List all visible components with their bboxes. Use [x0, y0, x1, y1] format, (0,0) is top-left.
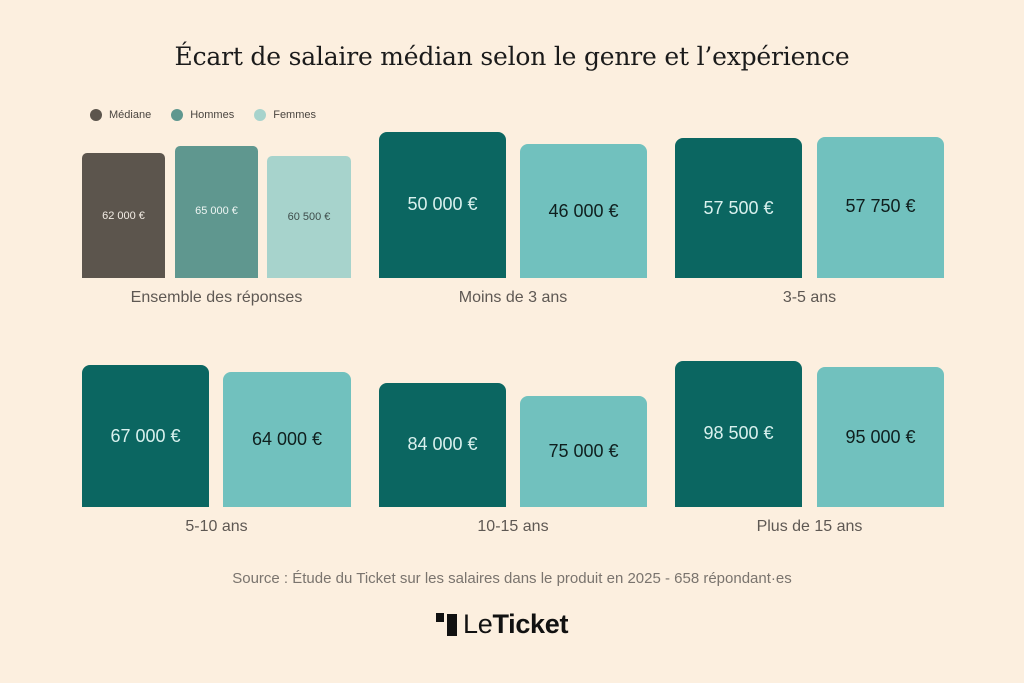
- panel-label-10-15: 10-15 ans: [477, 518, 549, 535]
- legend-label: Femmes: [273, 109, 316, 121]
- bar-moins3-femmes: 46 000 €: [520, 144, 647, 278]
- bar-3-5-femmes: 57 750 €: [817, 137, 944, 278]
- bar-5-10-femmes: 64 000 €: [223, 372, 351, 507]
- legend-item-mediane: Médiane: [90, 109, 151, 121]
- legend-dot-mediane-icon: [90, 109, 102, 121]
- legend-item-femmes: Femmes: [254, 109, 316, 121]
- bar-value: 95 000 €: [845, 426, 916, 447]
- panel-label-15plus: Plus de 15 ans: [756, 518, 863, 535]
- panel-label-ensemble: Ensemble des réponses: [130, 289, 303, 306]
- bar-value: 98 500 €: [703, 422, 774, 443]
- legend: Médiane Hommes Femmes: [90, 107, 316, 123]
- bar-value: 75 000 €: [548, 441, 619, 461]
- legend-dot-femmes-icon: [254, 109, 267, 121]
- source-note: Source : Étude du Ticket sur les salaire…: [232, 570, 792, 587]
- bar-10-15-femmes: 75 000 €: [520, 396, 647, 507]
- bar-value: 46 000 €: [548, 200, 619, 221]
- bar-value: 67 000 €: [110, 425, 181, 446]
- legend-dot-hommes-icon: [171, 109, 184, 121]
- bar-10-15-hommes: 84 000 €: [379, 383, 506, 507]
- panel-label-5-10: 5-10 ans: [185, 518, 248, 535]
- leticket-logo: LeTicket: [436, 609, 568, 640]
- panel-label-moins3: Moins de 3 ans: [458, 289, 568, 306]
- legend-label: Médiane: [109, 109, 152, 121]
- bar-value: 84 000 €: [407, 433, 478, 454]
- logo-text-bold: Ticket: [492, 609, 569, 639]
- bar-value: 57 750 €: [845, 196, 916, 216]
- bar-5-10-hommes: 67 000 €: [82, 365, 209, 507]
- bar-ensemble-femmes: 60 500 €: [267, 156, 351, 278]
- chart-title: Écart de salaire médian selon le genre e…: [174, 42, 850, 71]
- bar-15plus-hommes: 98 500 €: [675, 361, 802, 507]
- legend-item-hommes: Hommes: [171, 109, 234, 121]
- logo-text-light: Le: [463, 609, 493, 639]
- legend-label: Hommes: [190, 109, 235, 121]
- panel-label-3-5: 3-5 ans: [782, 289, 837, 306]
- bar-ensemble-mediane: 62 000 €: [82, 153, 165, 278]
- bar-ensemble-hommes: 65 000 €: [175, 146, 258, 278]
- bar-value: 62 000 €: [102, 209, 145, 222]
- bar-value: 60 500 €: [287, 211, 331, 223]
- bar-3-5-hommes: 57 500 €: [675, 138, 802, 278]
- leticket-logo-icon: [436, 612, 457, 637]
- bar-value: 64 000 €: [251, 429, 323, 449]
- bar-value: 57 500 €: [703, 197, 774, 218]
- bar-value: 65 000 €: [195, 205, 238, 217]
- bar-moins3-hommes: 50 000 €: [379, 132, 506, 278]
- bar-15plus-femmes: 95 000 €: [817, 367, 944, 507]
- logo-text: LeTicket: [463, 609, 568, 640]
- bar-value: 50 000 €: [407, 193, 478, 214]
